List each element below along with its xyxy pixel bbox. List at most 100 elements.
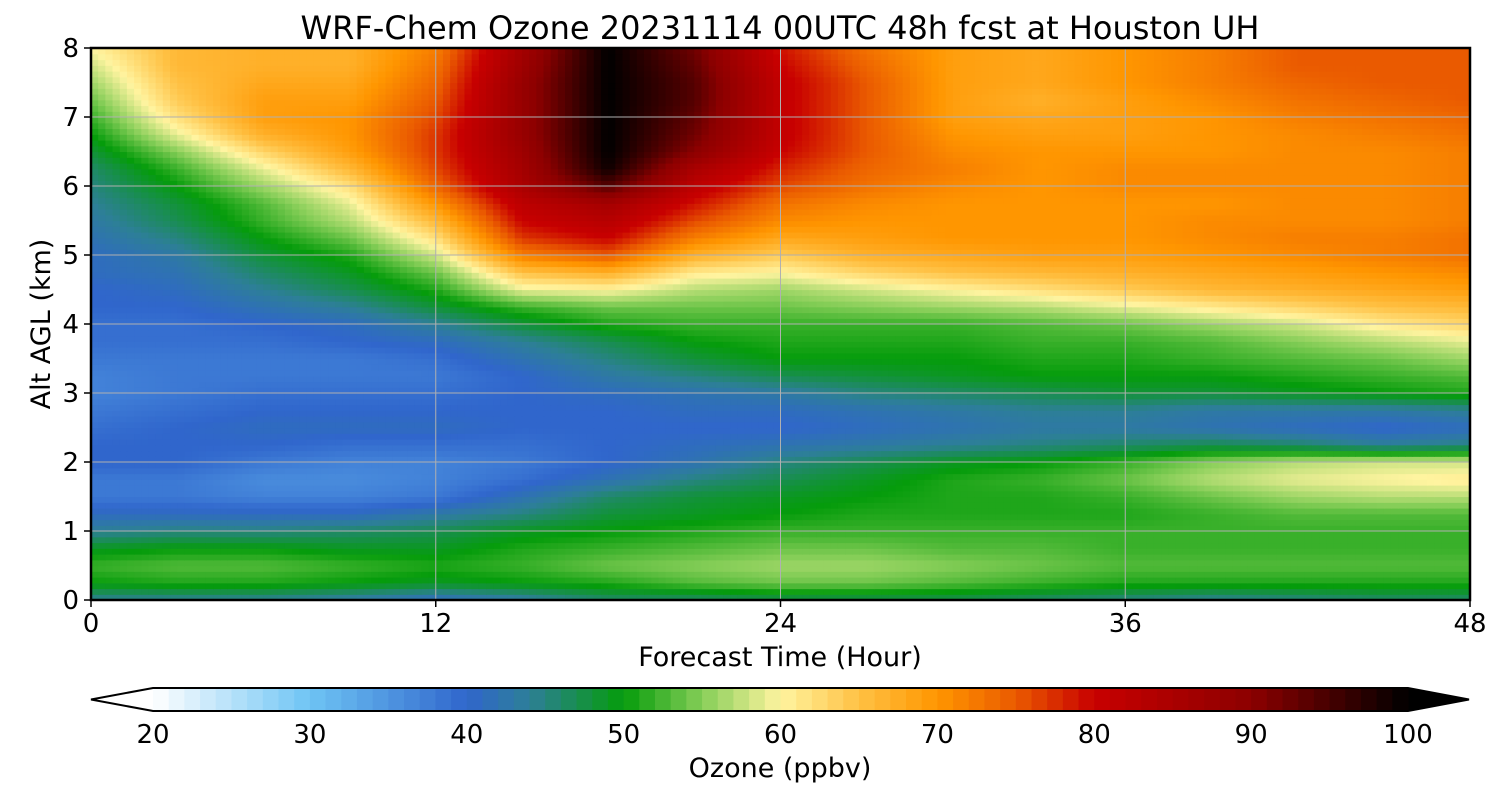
heatmap-cell [220,514,228,520]
heatmap-cell [860,548,868,554]
heatmap-cell [450,497,458,503]
heatmap-cell [421,468,429,474]
heatmap-cell [500,508,508,514]
heatmap-cell [701,462,709,468]
heatmap-cell [1183,485,1191,491]
heatmap-cell [457,543,465,549]
heatmap-cell [1420,491,1428,497]
heatmap-cell [235,589,243,595]
heatmap-cell [737,560,745,566]
heatmap-cell [989,451,997,457]
heatmap-cell [931,520,939,526]
heatmap-cell [1039,514,1047,520]
heatmap-cell [579,577,587,583]
heatmap-cell [1104,566,1112,572]
heatmap-cell [120,583,128,589]
heatmap-cell [558,451,566,457]
heatmap-cell [1369,537,1377,543]
heatmap-cell [1176,537,1184,543]
heatmap-cell [867,577,875,583]
heatmap-cell [687,583,695,589]
heatmap-cell [98,479,106,485]
heatmap-cell [127,543,135,549]
heatmap-cell [1111,566,1119,572]
heatmap-cell [1413,577,1421,583]
heatmap-cell [551,474,559,480]
heatmap-cell [227,577,235,583]
heatmap-cell [184,537,192,543]
heatmap-cell [1377,537,1385,543]
heatmap-cell [781,479,789,485]
heatmap-cell [1039,537,1047,543]
heatmap-cell [328,554,336,560]
heatmap-cell [1176,520,1184,526]
heatmap-cell [436,571,444,577]
heatmap-cell [953,520,961,526]
heatmap-cell [637,583,645,589]
heatmap-cell [220,502,228,508]
heatmap-cell [385,577,393,583]
heatmap-cell [457,479,465,485]
heatmap-cell [558,554,566,560]
heatmap-cell [1147,514,1155,520]
heatmap-cell [486,531,494,537]
heatmap-cell [996,514,1004,520]
heatmap-cell [1068,479,1076,485]
heatmap-cell [342,583,350,589]
heatmap-cell [1355,514,1363,520]
heatmap-cell [1068,537,1076,543]
heatmap-cell [673,462,681,468]
heatmap-cell [917,589,925,595]
heatmap-cell [1413,531,1421,537]
heatmap-cell [1176,485,1184,491]
heatmap-cell [421,520,429,526]
heatmap-cell [1219,537,1227,543]
heatmap-cell [436,531,444,537]
heatmap-cell [1391,571,1399,577]
heatmap-cell [1068,474,1076,480]
heatmap-cell [249,479,257,485]
heatmap-cell [1434,589,1442,595]
heatmap-cell [1183,554,1191,560]
heatmap-cell [421,502,429,508]
heatmap-cell [184,451,192,457]
heatmap-cell [199,583,207,589]
heatmap-cell [895,543,903,549]
heatmap-cell [278,571,286,577]
heatmap-cell [673,474,681,480]
heatmap-cell [881,589,889,595]
heatmap-cell [1247,468,1255,474]
heatmap-cell [982,479,990,485]
heatmap-cell [515,589,523,595]
heatmap-cell [730,502,738,508]
heatmap-cell [1334,491,1342,497]
heatmap-cell [982,514,990,520]
heatmap-cell [745,537,753,543]
heatmap-cell [831,462,839,468]
heatmap-cell [1140,451,1148,457]
heatmap-cell [127,468,135,474]
heatmap-cell [745,571,753,577]
heatmap-cell [192,462,200,468]
heatmap-cell [1068,554,1076,560]
heatmap-cell [709,554,717,560]
heatmap-cell [615,514,623,520]
heatmap-cell [960,554,968,560]
heatmap-cell [1355,451,1363,457]
heatmap-cell [1219,560,1227,566]
heatmap-cell [1276,451,1284,457]
heatmap-cell [1010,491,1018,497]
heatmap-cell [974,497,982,503]
heatmap-cell [579,451,587,457]
heatmap-cell [1276,508,1284,514]
heatmap-cell [594,548,602,554]
heatmap-cell [1305,497,1313,503]
heatmap-cell [407,577,415,583]
heatmap-cell [565,508,573,514]
heatmap-cell [601,554,609,560]
heatmap-cell [1197,485,1205,491]
heatmap-cell [1089,502,1097,508]
heatmap-cell [536,548,544,554]
heatmap-cell [113,520,121,526]
heatmap-cell [551,451,559,457]
